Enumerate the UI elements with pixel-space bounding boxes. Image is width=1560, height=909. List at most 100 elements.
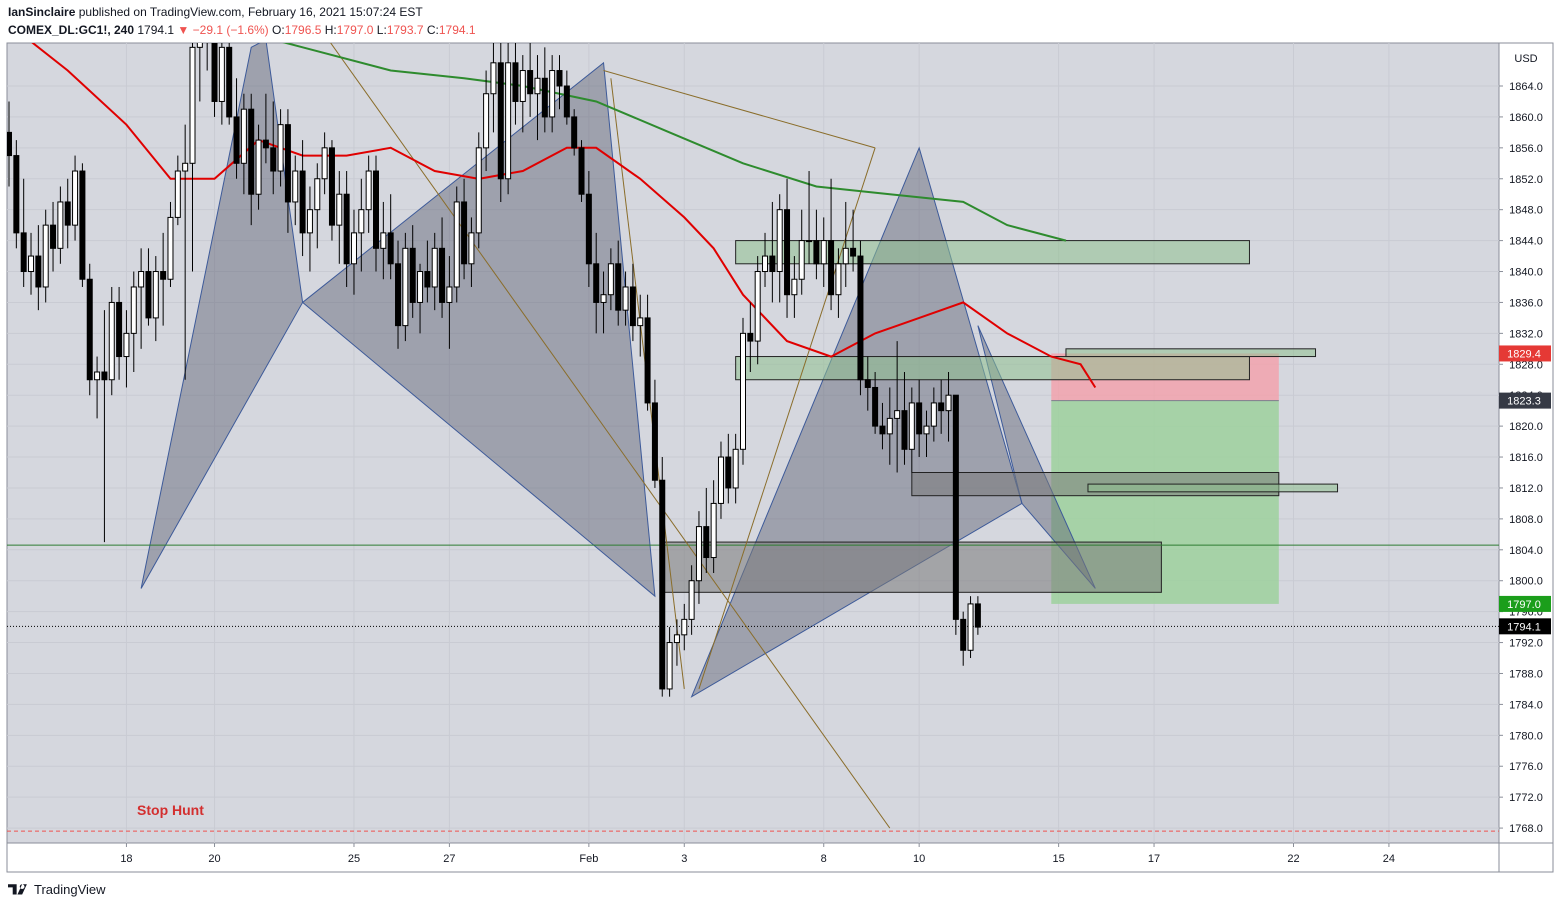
candle[interactable] <box>563 70 570 125</box>
candle[interactable] <box>101 310 108 543</box>
price-axis[interactable] <box>1498 42 1554 844</box>
candle[interactable] <box>505 40 512 195</box>
candle[interactable] <box>255 124 262 210</box>
harmonic-pattern[interactable] <box>140 40 304 589</box>
candle[interactable] <box>497 40 504 202</box>
candle[interactable] <box>108 286 115 396</box>
candle[interactable] <box>490 40 497 133</box>
candle[interactable] <box>218 32 225 125</box>
candle[interactable] <box>42 209 49 303</box>
candle[interactable] <box>659 457 666 697</box>
candle[interactable] <box>651 379 658 488</box>
candle[interactable] <box>923 410 930 458</box>
candle[interactable] <box>167 201 174 287</box>
candle[interactable] <box>850 209 857 272</box>
footer-brand[interactable]: TradingView <box>34 881 106 897</box>
candle[interactable] <box>240 93 247 195</box>
candle[interactable] <box>571 109 578 156</box>
candle[interactable] <box>152 256 159 342</box>
candle[interactable] <box>439 217 446 318</box>
candle[interactable] <box>622 271 629 326</box>
candle[interactable] <box>64 178 71 249</box>
candle[interactable] <box>894 341 901 473</box>
candle[interactable] <box>666 627 673 697</box>
candle[interactable] <box>960 611 967 666</box>
supply-demand-zone[interactable] <box>1087 483 1339 493</box>
candle[interactable] <box>673 619 680 666</box>
order-block-zone[interactable] <box>661 541 1162 593</box>
candle[interactable] <box>578 140 585 202</box>
candle[interactable] <box>835 248 842 318</box>
supply-demand-zone[interactable] <box>735 240 1250 265</box>
candle[interactable] <box>299 140 306 257</box>
candle[interactable] <box>79 163 86 287</box>
candle[interactable] <box>600 271 607 334</box>
candle[interactable] <box>952 394 959 635</box>
candle[interactable] <box>343 171 350 287</box>
candle[interactable] <box>556 55 563 110</box>
candle[interactable] <box>916 379 923 458</box>
candle[interactable] <box>806 171 813 264</box>
candle[interactable] <box>350 209 357 295</box>
candle[interactable] <box>938 379 945 434</box>
candle[interactable] <box>908 387 915 473</box>
candle[interactable] <box>732 433 739 504</box>
candle[interactable] <box>527 40 534 117</box>
trend-line[interactable] <box>603 70 876 149</box>
candle[interactable] <box>607 248 614 311</box>
candle[interactable] <box>145 248 152 326</box>
candle[interactable] <box>519 55 526 133</box>
candle[interactable] <box>644 294 651 411</box>
candle[interactable] <box>541 47 548 133</box>
candle[interactable] <box>717 441 724 519</box>
candle[interactable] <box>306 186 313 272</box>
candle[interactable] <box>747 302 754 373</box>
candle[interactable] <box>637 294 644 357</box>
candle[interactable] <box>446 256 453 349</box>
candle[interactable] <box>681 603 688 651</box>
candle[interactable] <box>453 186 460 303</box>
candle[interactable] <box>483 70 490 172</box>
candle[interactable] <box>233 78 240 179</box>
candle[interactable] <box>886 387 893 465</box>
candle[interactable] <box>431 232 438 311</box>
candle[interactable] <box>387 194 394 280</box>
candle[interactable] <box>791 256 798 318</box>
candle[interactable] <box>784 178 791 318</box>
candle[interactable] <box>974 596 981 635</box>
candle[interactable] <box>967 596 974 659</box>
candle[interactable] <box>813 209 820 280</box>
candle[interactable] <box>409 225 416 318</box>
candle[interactable] <box>930 387 937 442</box>
candle[interactable] <box>762 232 769 287</box>
candle[interactable] <box>879 402 886 450</box>
candle[interactable] <box>57 186 64 264</box>
candle[interactable] <box>468 217 475 287</box>
candle[interactable] <box>94 356 101 419</box>
candle[interactable] <box>182 124 189 380</box>
candle[interactable] <box>629 263 636 342</box>
candle[interactable] <box>292 155 299 226</box>
candle[interactable] <box>358 178 365 272</box>
candle[interactable] <box>336 171 343 264</box>
candle[interactable] <box>262 93 269 164</box>
candle[interactable] <box>828 178 835 311</box>
candle[interactable] <box>321 132 328 195</box>
time-axis[interactable] <box>6 842 1500 873</box>
candle[interactable] <box>461 178 468 280</box>
candle[interactable] <box>35 225 42 311</box>
candle[interactable] <box>798 209 805 295</box>
candle[interactable] <box>138 248 145 349</box>
candle[interactable] <box>842 201 849 287</box>
candle[interactable] <box>615 240 622 326</box>
candle[interactable] <box>688 565 695 635</box>
candle[interactable] <box>86 263 93 396</box>
candle[interactable] <box>72 155 79 241</box>
candle[interactable] <box>695 511 702 604</box>
candle[interactable] <box>424 240 431 303</box>
candle[interactable] <box>945 372 952 442</box>
candle[interactable] <box>725 433 732 504</box>
candle[interactable] <box>373 155 379 272</box>
candle[interactable] <box>769 201 776 303</box>
candle[interactable] <box>205 0 210 71</box>
